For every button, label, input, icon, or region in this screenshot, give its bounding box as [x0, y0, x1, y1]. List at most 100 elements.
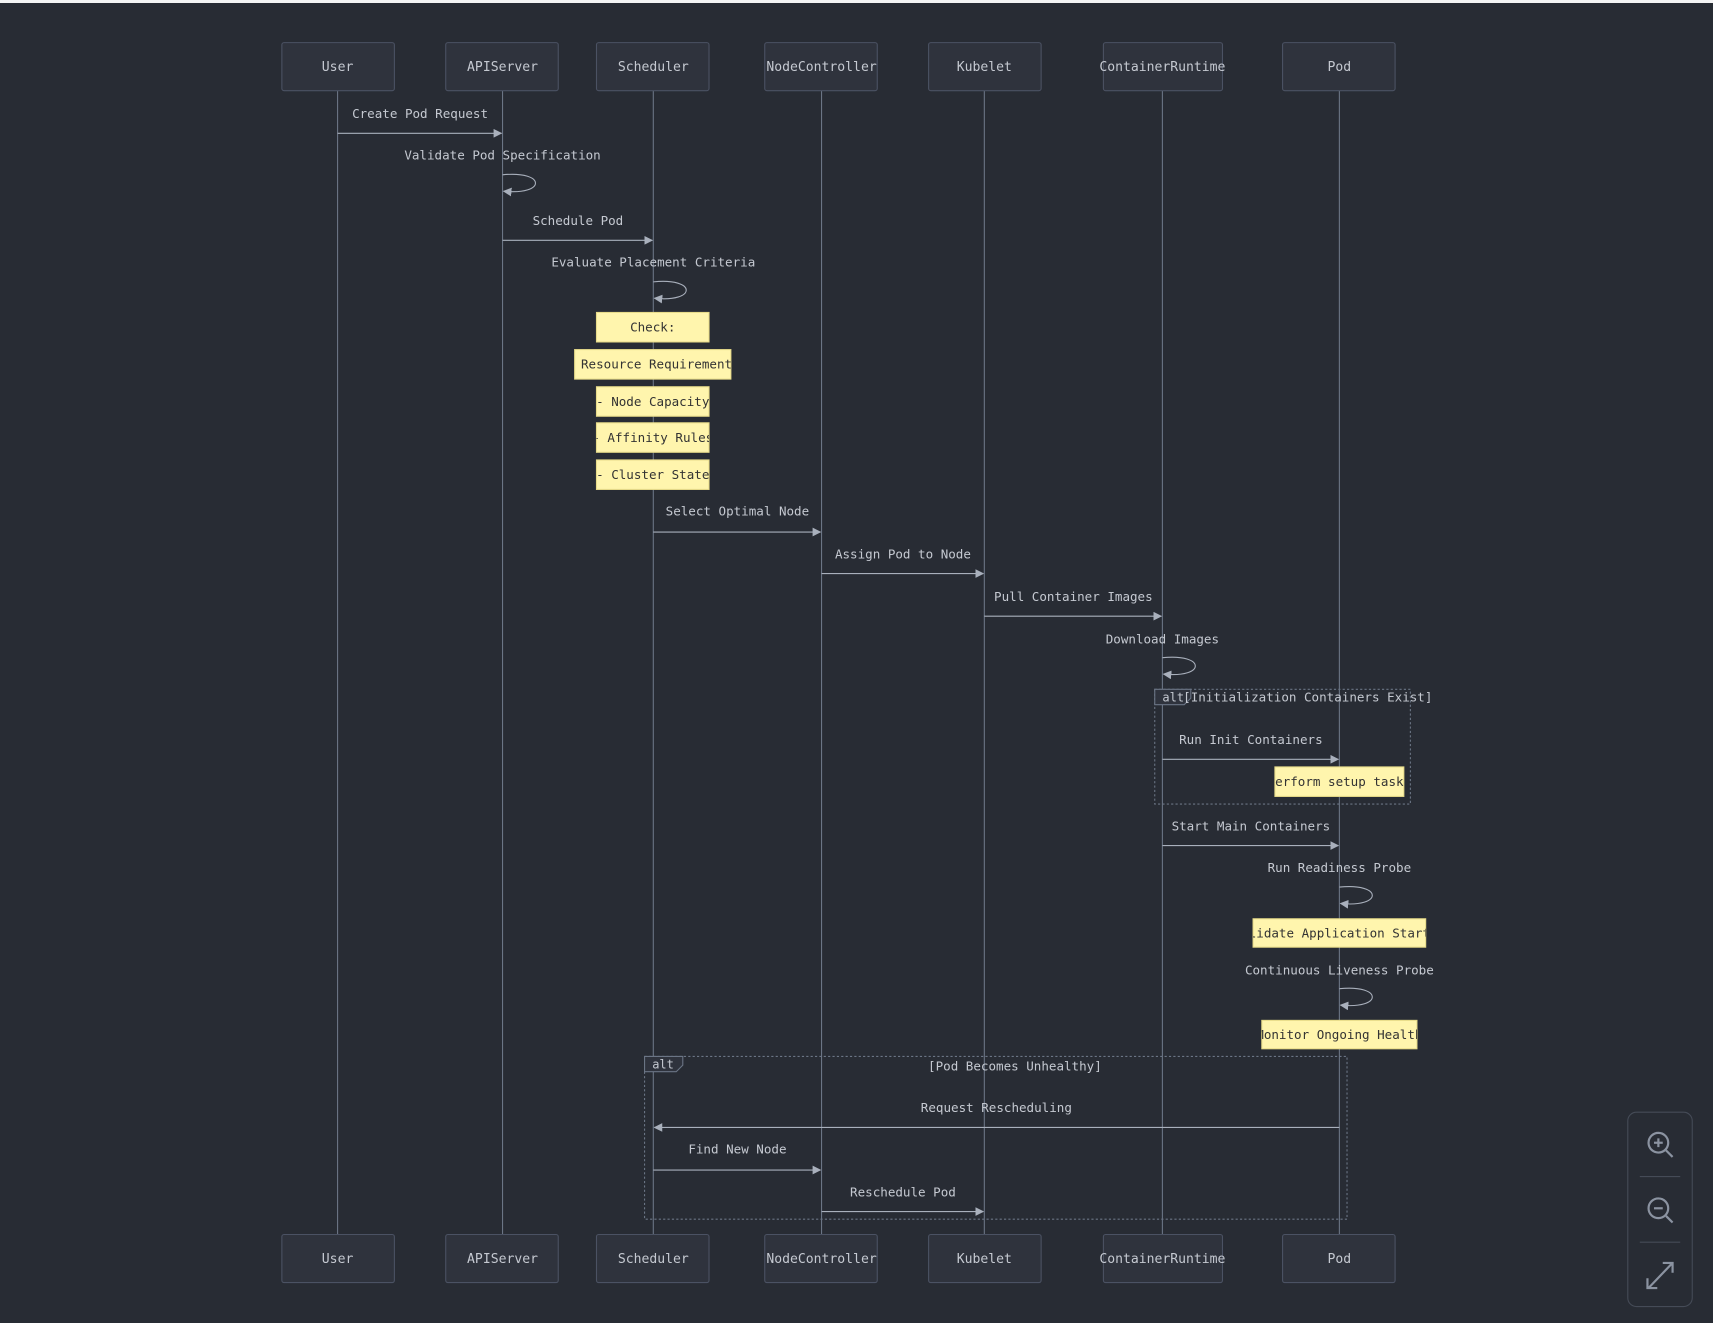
actor-top-nodecontroller[interactable]: NodeController [764, 42, 878, 92]
message: Schedule Pod [502, 213, 654, 245]
note: - Resource Requirements [566, 349, 740, 380]
fragment-tab [644, 1055, 684, 1073]
message-label: Start Main Containers [1172, 818, 1331, 833]
note: Monitor Ongoing Health [1256, 1019, 1422, 1050]
message: Download Images [1106, 631, 1219, 680]
message-label: Create Pod Request [352, 106, 488, 121]
message-label: Find New Node [688, 1142, 786, 1157]
actor-label: APIServer [467, 60, 538, 75]
message-label: Validate Pod Specification [404, 148, 600, 163]
message: Create Pod Request [337, 106, 503, 138]
message: Assign Pod to Node [821, 546, 985, 578]
note-box [595, 459, 710, 490]
actor-label: Pod [1328, 1252, 1352, 1267]
note: - Affinity Rules [592, 422, 713, 453]
message: Find New Node [653, 1142, 822, 1175]
note-text: Perform setup tasks [1268, 774, 1412, 789]
note: Validate Application Startup [1252, 918, 1427, 948]
actor-bottom-nodecontroller[interactable]: NodeController [764, 1233, 878, 1284]
note: - Cluster State [595, 459, 710, 490]
note-box [595, 386, 710, 417]
note-text: - Cluster State [596, 467, 709, 482]
actor-bottom-kubelet[interactable]: Kubelet [928, 1233, 1042, 1284]
actor-bottom-containerruntime[interactable]: ContainerRuntime [1099, 1233, 1226, 1284]
message: Select Optimal Node [653, 504, 822, 537]
message-label: Pull Container Images [994, 589, 1153, 604]
top-border [0, 0, 1713, 3]
self-arrow [653, 280, 687, 304]
message-label: Schedule Pod [533, 213, 624, 228]
message-label: Request Rescheduling [921, 1100, 1072, 1115]
actor-bottom-scheduler[interactable]: Scheduler [595, 1233, 710, 1284]
actor-box [281, 42, 395, 92]
message-label: Select Optimal Node [666, 504, 810, 519]
note-box [595, 311, 710, 343]
self-arrow [502, 173, 536, 197]
actor-box [764, 42, 878, 92]
actor-top-containerruntime[interactable]: ContainerRuntime [1099, 42, 1226, 92]
actor-top-scheduler[interactable]: Scheduler [595, 42, 710, 92]
actor-label: Kubelet [957, 60, 1012, 75]
note-box [1261, 1019, 1418, 1050]
actor-top-user[interactable]: User [281, 42, 395, 92]
alt-fragment: alt [Initialization Containers Exist] [1154, 688, 1432, 805]
actor-box [445, 42, 559, 92]
actor-top-pod[interactable]: Pod [1282, 42, 1396, 92]
fragment-type: alt [652, 1057, 674, 1071]
actor-label: User [322, 1252, 354, 1267]
message-label: Assign Pod to Node [835, 546, 971, 561]
actor-box [595, 1233, 710, 1284]
fragment-tab [1154, 688, 1192, 706]
actor-box [1282, 42, 1396, 92]
fit-button[interactable] [1633, 1250, 1687, 1300]
message: Run Readiness Probe [1268, 860, 1412, 909]
message: Request Rescheduling [653, 1100, 1340, 1132]
actor-bottom-user[interactable]: User [281, 1233, 395, 1284]
note: Perform setup tasks [1268, 766, 1412, 797]
fragment-border [1154, 688, 1411, 805]
self-arrow [1339, 886, 1373, 909]
actor-box [928, 1233, 1042, 1284]
zoom-in-icon [1647, 1131, 1674, 1158]
message: Evaluate Placement Criteria [551, 255, 755, 304]
actor-box [1102, 42, 1224, 92]
actor-label: Pod [1328, 60, 1352, 75]
message-label: Continuous Liveness Probe [1245, 962, 1434, 977]
zoom-out-button[interactable] [1633, 1184, 1687, 1234]
expand-icon [1646, 1261, 1674, 1290]
note: Check: [595, 311, 710, 343]
message: Continuous Liveness Probe [1245, 962, 1434, 1011]
actor-box [1282, 1233, 1396, 1284]
actor-box [281, 1233, 395, 1284]
note-text: - Node Capacity [596, 394, 710, 409]
zoom-in-button[interactable] [1633, 1120, 1687, 1170]
zoom-in-hit[interactable] [1633, 1120, 1687, 1170]
note-box [1252, 918, 1427, 948]
fragment-condition: [Initialization Containers Exist] [1183, 689, 1432, 704]
message-label: Reschedule Pod [850, 1184, 956, 1199]
message: Pull Container Images [984, 589, 1163, 621]
message: Reschedule Pod [821, 1184, 985, 1216]
message: Start Main Containers [1162, 818, 1340, 850]
actor-box [928, 42, 1042, 92]
actor-top-apiserver[interactable]: APIServer [445, 42, 559, 92]
message-label: Run Readiness Probe [1268, 860, 1412, 875]
actor-bottom-apiserver[interactable]: APIServer [445, 1233, 559, 1284]
self-arrow [1339, 987, 1373, 1011]
message-label: Evaluate Placement Criteria [551, 255, 755, 270]
actor-label: User [322, 60, 354, 75]
message: Run Init Containers [1162, 732, 1340, 764]
actor-label: Kubelet [957, 1252, 1012, 1267]
note-text: - Resource Requirements [566, 357, 740, 372]
actor-top-kubelet[interactable]: Kubelet [928, 42, 1042, 92]
actor-box [764, 1233, 878, 1284]
actor-bottom-pod[interactable]: Pod [1282, 1233, 1396, 1284]
actor-box [1102, 1233, 1224, 1284]
note-box [1274, 766, 1405, 797]
zoom-out-icon [1647, 1197, 1674, 1224]
note-text: Monitor Ongoing Health [1256, 1027, 1422, 1042]
note-text: - Affinity Rules [592, 430, 713, 445]
note-box [574, 349, 732, 380]
message: Validate Pod Specification [404, 148, 601, 197]
note: - Node Capacity [595, 386, 710, 417]
